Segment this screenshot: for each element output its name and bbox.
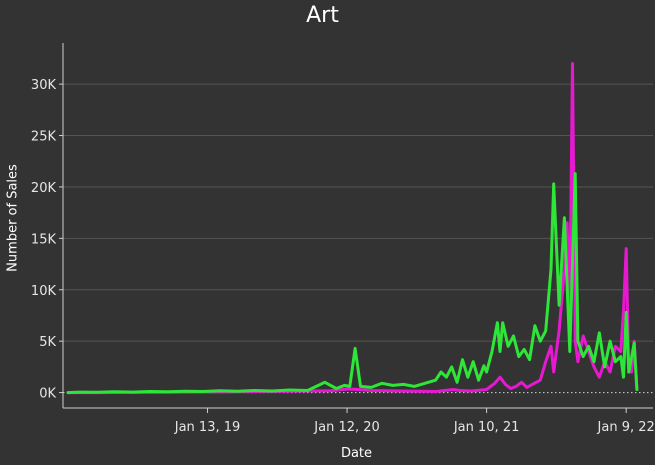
- series-line-1: [66, 62, 639, 395]
- y-tick-label: 25K: [31, 130, 57, 145]
- x-tick-label: Jan 12, 20: [313, 420, 380, 435]
- y-tick-label: 10K: [31, 284, 57, 299]
- chart-title: Art: [306, 3, 339, 28]
- y-tick-label: 15K: [31, 232, 57, 247]
- x-tick-label: Jan 13, 19: [174, 420, 241, 435]
- y-tick-label: 30K: [31, 78, 57, 93]
- series-line-2: [66, 172, 639, 395]
- y-tick-label: 5K: [39, 335, 56, 350]
- x-axis-title: Date: [340, 446, 373, 461]
- x-tick-label: Jan 9, 22: [597, 420, 655, 435]
- x-tick-label: Jan 10, 21: [453, 420, 520, 435]
- y-tick-label: 20K: [31, 181, 57, 196]
- y-tick-label: 0K: [39, 387, 56, 402]
